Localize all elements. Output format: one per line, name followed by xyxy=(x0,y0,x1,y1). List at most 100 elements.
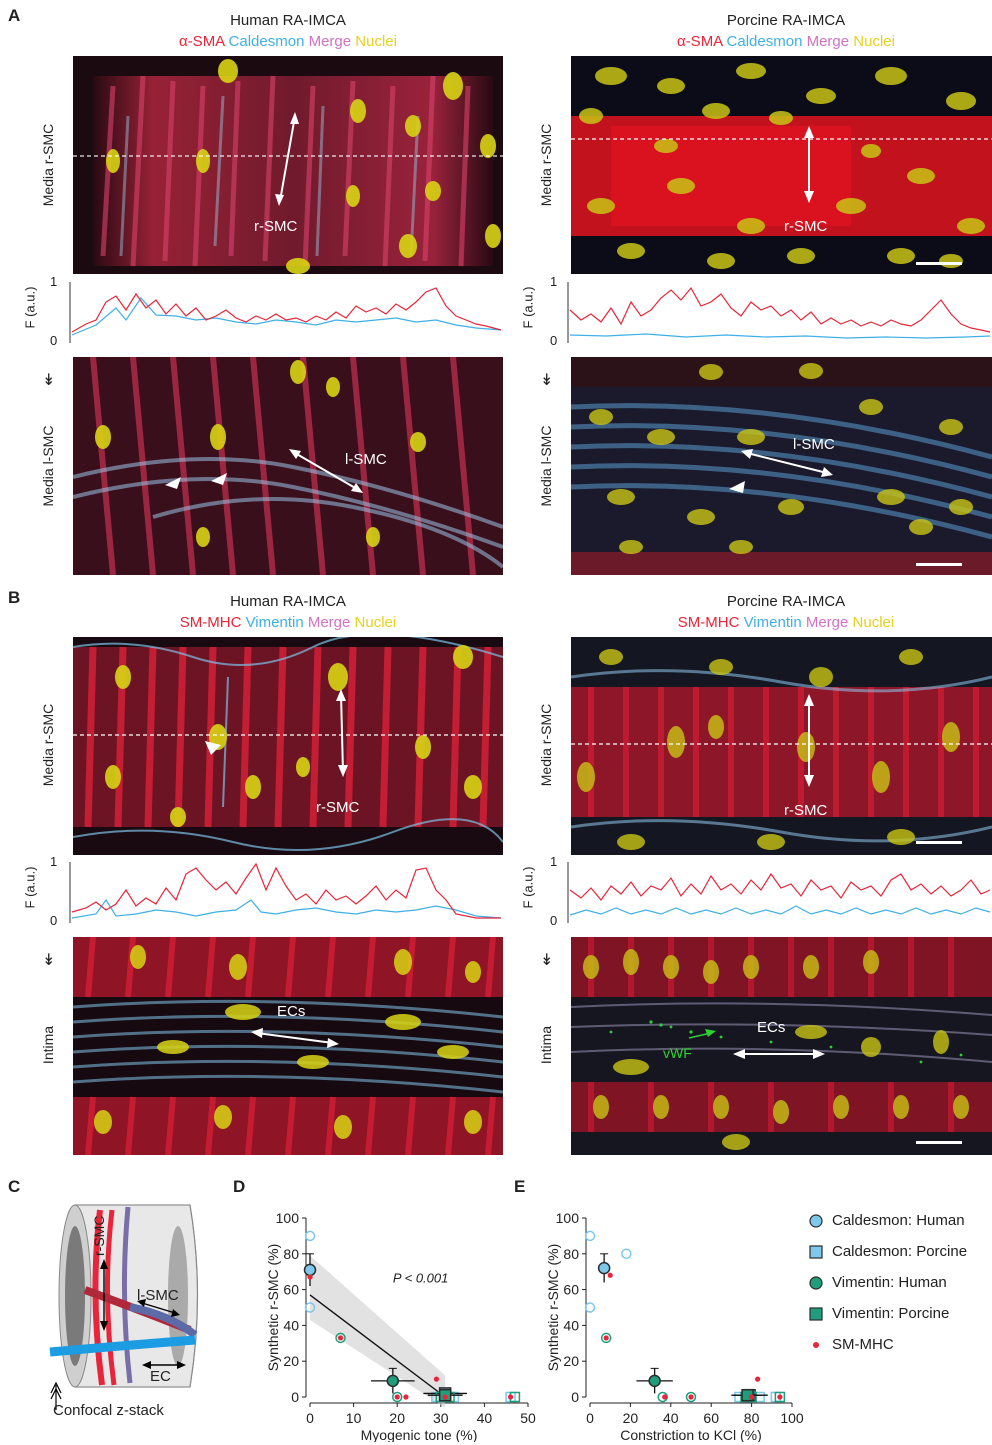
legend-item: SM-MHC xyxy=(808,1336,894,1353)
profile-ytick: 1 xyxy=(50,854,58,869)
series-sm-mhc xyxy=(307,1274,514,1400)
image-label-r-smc: r-SMC xyxy=(254,218,298,235)
y-tick-label: 20 xyxy=(563,1353,579,1369)
channel-label: Merge xyxy=(805,614,849,631)
scatter-chart-e: 0 20 40 60 80 100 0 20 40 60 80 100 Constriction to … xyxy=(545,1210,804,1442)
y-axis-label: Synthetic r-SMC (%) xyxy=(265,1244,281,1372)
data-point xyxy=(603,1335,609,1341)
image-label-l-smc: l-SMC xyxy=(345,451,387,468)
legend-marker xyxy=(809,1275,823,1290)
series-caldesmon-human xyxy=(584,1230,632,1313)
p-value-annotation: P < 0.001 xyxy=(393,1270,449,1285)
vessel-schematic xyxy=(49,1204,199,1410)
legend-marker xyxy=(809,1213,823,1228)
profile-axis-human-b: F (a.u.) 1 0 xyxy=(20,854,80,928)
series-vimentin-human xyxy=(335,1332,415,1403)
micrograph-human-media-r-smc-b xyxy=(73,637,503,855)
data-point xyxy=(607,1272,613,1278)
legend-marker xyxy=(813,1341,819,1348)
series-caldesmon-human xyxy=(303,1230,317,1313)
channel-label: SM-MHC xyxy=(179,614,242,631)
fit-confidence-band xyxy=(310,1255,446,1408)
image-label-vwf: vWF xyxy=(663,1045,692,1061)
row-label-media-r: Media r-SMC xyxy=(538,703,554,787)
micrograph-human-intima xyxy=(73,937,503,1155)
channel-legend-a-porcine: α-SMA Caldesmon Merge Nuclei xyxy=(571,31,992,52)
x-tick-label: 20 xyxy=(623,1410,639,1426)
data-point xyxy=(507,1394,514,1400)
z-arrow: ↡ xyxy=(42,372,56,389)
channel-label: α-SMA xyxy=(179,33,225,50)
profile-ytick: 0 xyxy=(550,333,558,348)
data-point xyxy=(755,1376,761,1382)
data-point xyxy=(433,1376,440,1382)
title-porcine-b: Porcine RA-IMCA xyxy=(726,593,846,610)
fit-line xyxy=(309,1294,446,1398)
x-tick-label: 100 xyxy=(780,1410,804,1426)
intensity-profile-porcine-a xyxy=(567,282,991,343)
y-tick-label: 60 xyxy=(283,1282,299,1298)
row-label-media-r: Media r-SMC xyxy=(40,703,56,787)
schematic-caption: Confocal z-stack xyxy=(53,1402,164,1419)
z-arrow: ↡ xyxy=(42,952,56,969)
series-vimentin-human xyxy=(600,1332,697,1403)
image-label-r-smc: r-SMC xyxy=(784,218,828,235)
channel-label: Merge xyxy=(308,33,352,50)
y-tick-label: 80 xyxy=(563,1246,579,1262)
schematic-label-l-smc: l-SMC xyxy=(137,1287,179,1304)
data-point xyxy=(749,1394,755,1400)
legend-item: Vimentin: Porcine xyxy=(808,1305,949,1322)
data-point xyxy=(442,1394,448,1400)
data-point xyxy=(304,1302,316,1313)
data-point xyxy=(307,1274,313,1280)
row-label-intima: Intima xyxy=(40,1025,56,1065)
y-tick-label: 100 xyxy=(276,1210,300,1226)
row-label-media-r: Media r-SMC xyxy=(538,123,554,207)
data-point xyxy=(621,1248,632,1260)
channel-label: Nuclei xyxy=(355,33,397,50)
micrograph-porcine-media-r-smc-b xyxy=(571,637,992,855)
channel-label: Merge xyxy=(307,614,351,631)
x-tick-label: 20 xyxy=(389,1410,405,1426)
y-tick-label: 60 xyxy=(563,1282,579,1298)
channel-legend-a-human: α-SMA Caldesmon Merge Nuclei xyxy=(73,31,503,52)
micrograph-human-media-l-smc xyxy=(73,357,503,575)
channel-label: Caldesmon xyxy=(726,33,803,50)
y-tick-label: 40 xyxy=(283,1317,299,1333)
legend-marker xyxy=(809,1244,823,1259)
title-human-a: Human RA-IMCA xyxy=(230,12,346,29)
image-label-ecs: ECs xyxy=(757,1019,786,1036)
panel-label-b: B xyxy=(8,588,21,607)
channel-label: SM-MHC xyxy=(677,614,740,631)
image-label-ecs: ECs xyxy=(277,1003,306,1020)
legend-item: Vimentin: Human xyxy=(808,1274,947,1291)
x-tick-label: 60 xyxy=(703,1410,719,1426)
panel-label-d: D xyxy=(233,1177,246,1196)
data-point xyxy=(337,1335,344,1341)
data-point xyxy=(688,1394,694,1400)
series-sm-mhc xyxy=(603,1272,783,1400)
channel-label: α-SMA xyxy=(677,33,723,50)
z-arrow: ↡ xyxy=(540,372,554,389)
micrograph-porcine-intima xyxy=(571,937,992,1155)
channel-label: Merge xyxy=(806,33,850,50)
x-tick-label: 0 xyxy=(586,1410,594,1426)
micrograph-human-media-r-smc xyxy=(73,56,503,274)
profile-axis-porcine-a: F (a.u.) 1 0 xyxy=(518,274,578,348)
y-tick-label: 0 xyxy=(571,1389,579,1405)
channel-legend-b-porcine: SM-MHC Vimentin Merge Nuclei xyxy=(571,612,992,633)
data-point xyxy=(304,1230,316,1242)
legend-item: Caldesmon: Porcine xyxy=(808,1243,967,1260)
legend-label: Vimentin: Porcine xyxy=(832,1305,950,1322)
channel-label: Vimentin xyxy=(743,614,802,631)
channel-label: Nuclei xyxy=(354,614,397,631)
channel-label: Nuclei xyxy=(852,614,895,631)
profile-ytick: 0 xyxy=(50,913,58,928)
data-point xyxy=(391,1391,403,1403)
profile-ylabel: F (a.u.) xyxy=(22,866,38,909)
legend-label: Vimentin: Human xyxy=(832,1274,947,1291)
mean-marker xyxy=(648,1374,661,1388)
scatter-chart-d: 0 20 40 60 80 100 0 10 20 30 40 50 Myogenic tone (%)… xyxy=(265,1210,536,1442)
legend-item: Caldesmon: Human xyxy=(808,1212,965,1229)
profile-ytick: 1 xyxy=(550,854,558,869)
